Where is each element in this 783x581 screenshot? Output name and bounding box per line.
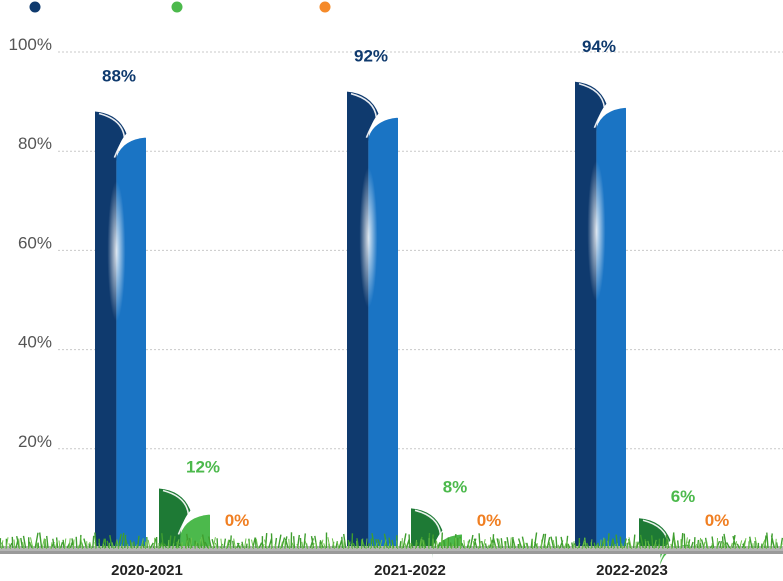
bar-dark-face — [347, 91, 379, 549]
bar-dark-face — [159, 488, 191, 548]
data-label: 12% — [186, 457, 220, 476]
bar — [159, 488, 211, 548]
data-label: 0% — [477, 511, 502, 530]
bar — [575, 81, 627, 548]
data-label: 0% — [225, 511, 250, 530]
bar-dark-face — [95, 111, 127, 549]
y-tick-label: 20% — [18, 432, 52, 451]
bar-curl-edge — [440, 530, 463, 535]
ground-shadow — [0, 551, 783, 554]
bar-shine — [587, 160, 606, 301]
data-label: 6% — [671, 487, 696, 506]
data-label: 0% — [705, 511, 730, 530]
bar-curl-edge — [124, 133, 147, 139]
data-label: 8% — [443, 477, 468, 496]
bars — [95, 81, 691, 569]
bar-curl-edge — [188, 510, 211, 516]
y-tick-label: 40% — [18, 333, 52, 352]
x-category-label: 2022-2023 — [596, 562, 668, 579]
bar — [347, 91, 399, 549]
legend-dot-3 — [319, 1, 331, 13]
y-axis: 20% 40% 60% 80% 100% — [9, 35, 52, 451]
y-tick-label: 100% — [9, 35, 52, 54]
bar-curl-edge — [376, 114, 399, 119]
data-label: 92% — [354, 47, 388, 66]
gridlines — [58, 51, 783, 450]
x-axis: 2020-2021 2021-2022 2022-2023 — [111, 562, 668, 579]
y-tick-label: 60% — [18, 233, 52, 252]
data-label: 94% — [582, 37, 616, 56]
bar — [95, 111, 147, 549]
ground-strip — [0, 546, 783, 554]
legend — [29, 1, 331, 13]
data-labels: 88% 12% 0% 92% 8% 0% 94% 6% 0% — [102, 37, 729, 530]
x-category-label: 2021-2022 — [374, 562, 446, 579]
bar-dark-face — [575, 81, 607, 548]
bar-curl-edge — [604, 104, 627, 109]
bar-shine — [359, 167, 378, 308]
grass-ground — [0, 532, 783, 554]
bar-shine — [107, 181, 126, 322]
legend-dot-2 — [171, 1, 183, 13]
y-tick-label: 80% — [18, 134, 52, 153]
legend-dot-1 — [29, 1, 41, 13]
data-label: 88% — [102, 67, 136, 86]
grass-blades-light — [1, 537, 783, 550]
x-category-label: 2020-2021 — [111, 562, 183, 579]
